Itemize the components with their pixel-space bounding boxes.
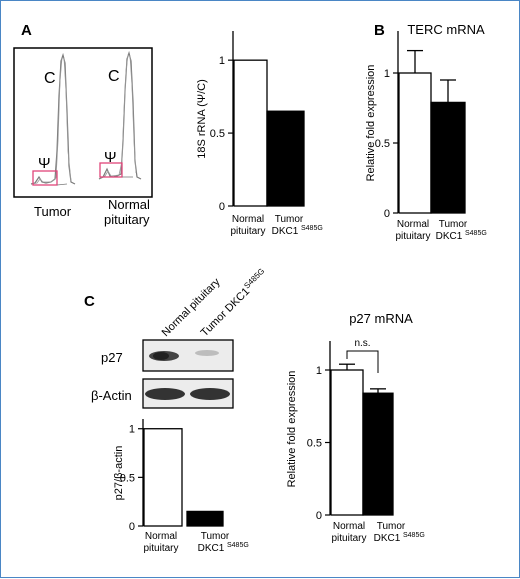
B-bar-tumor <box>430 101 466 214</box>
B-cat-tumor-sup: S485G <box>465 230 487 237</box>
C_right-cat-normal-1: Normal <box>333 521 365 532</box>
C_right-title: p27 mRNA <box>349 311 413 326</box>
C_right-ytick-label: 0 <box>316 510 322 522</box>
A_right-ytick-label: 0.5 <box>210 128 225 140</box>
C_left-bar-normal <box>143 428 183 527</box>
normal-trace-shadow <box>99 54 137 179</box>
panel-label-a: A <box>21 22 32 39</box>
C_left-ytick-label: 0 <box>129 521 135 533</box>
C_left-cat-tumor-2: DKC1 <box>198 543 225 554</box>
tumor-trace-shadow <box>31 57 72 185</box>
B-ytick-label: 1 <box>384 68 390 80</box>
C_right-cat-normal-2: pituitary <box>331 533 366 544</box>
B-cat-normal-2: pituitary <box>395 231 430 242</box>
normal-psi-box <box>99 162 123 178</box>
western-blot: Normal pituitary Tumor DKC1S485G p27 β-A… <box>91 267 270 409</box>
normal-peak-c: C <box>108 68 120 85</box>
A_right-cat-normal-1: Normal <box>232 214 264 225</box>
C_left-ylabel: p27/β-actin <box>113 446 125 501</box>
blot-actin-band-normal <box>145 388 185 400</box>
tumor-peak-psi: Ψ <box>38 155 51 172</box>
blot-actin-band-tumor <box>190 388 230 400</box>
normal-trace-label-line1: Normal <box>108 197 150 212</box>
B-ytick-label: 0 <box>384 208 390 220</box>
normal-trace-label-line2: pituitary <box>104 212 150 227</box>
chromatogram-panel: C C Ψ Ψ <box>13 47 153 198</box>
B-cat-tumor-1: Tumor <box>439 219 468 230</box>
C_left-cat-tumor-sup: S485G <box>227 542 249 549</box>
C_left-ytick-label: 0.5 <box>120 472 135 484</box>
A_right-ytick-label: 0 <box>219 201 225 213</box>
C_right-cat-tumor-2: DKC1 <box>374 533 401 544</box>
blot-lane2-sup: S485G <box>242 267 266 291</box>
A_right-cat-normal-2: pituitary <box>230 226 265 237</box>
A_right-ytick-label: 1 <box>219 55 225 67</box>
A_right-cat-tumor-1: Tumor <box>275 214 304 225</box>
blot-row-p27: p27 <box>101 350 123 365</box>
A_right-bar-normal <box>233 59 268 207</box>
A_right-bar-tumor <box>266 110 305 207</box>
C_right-cat-tumor-sup: S485G <box>403 532 425 539</box>
B-bar-normal <box>398 72 432 214</box>
blot-lane2-label: Tumor DKC1S485G <box>197 267 270 340</box>
C_right-ytick-label: 1 <box>316 365 322 377</box>
A_right-ylabel: 18S rRNA (Ψ/C) <box>196 79 208 158</box>
B-title: TERC mRNA <box>407 22 485 37</box>
B-ytick-label: 0.5 <box>375 138 390 150</box>
C_left-cat-normal-1: Normal <box>145 531 177 542</box>
C_left-ytick-label: 1 <box>129 424 135 436</box>
C_right-bar-tumor <box>362 392 394 516</box>
C_left-bar-tumor <box>186 510 224 527</box>
panel-label-b: B <box>374 22 385 39</box>
chromatogram-frame <box>13 47 153 198</box>
C_right-significance-label: n.s. <box>354 338 370 349</box>
blot-p27-band-tumor <box>195 350 219 356</box>
B-ylabel: Relative fold expression <box>365 65 377 182</box>
tumor-psi-box <box>32 170 58 186</box>
tumor-trace-label: Tumor <box>34 204 72 219</box>
panel-label-c: C <box>84 293 95 310</box>
C_right-significance-bracket <box>346 350 379 373</box>
A_right-cat-tumor-2: DKC1 <box>272 226 299 237</box>
A_right-cat-tumor-sup: S485G <box>301 225 323 232</box>
C_right-ytick-label: 0.5 <box>307 438 322 450</box>
C_right-cat-tumor-1: Tumor <box>377 521 406 532</box>
tumor-box-connector <box>56 183 68 186</box>
blot-p27-band-normal-core <box>153 352 169 360</box>
blot-row-actin: β-Actin <box>91 388 132 403</box>
B-cat-tumor-2: DKC1 <box>436 231 463 242</box>
C_right-bar-normal <box>330 369 364 516</box>
C_left-cat-tumor-1: Tumor <box>201 531 230 542</box>
B-cat-normal-1: Normal <box>397 219 429 230</box>
C_left-cat-normal-2: pituitary <box>143 543 178 554</box>
normal-peak-psi: Ψ <box>104 149 117 166</box>
C_right-ylabel: Relative fold expression <box>286 371 298 488</box>
tumor-peak-c: C <box>44 70 56 87</box>
